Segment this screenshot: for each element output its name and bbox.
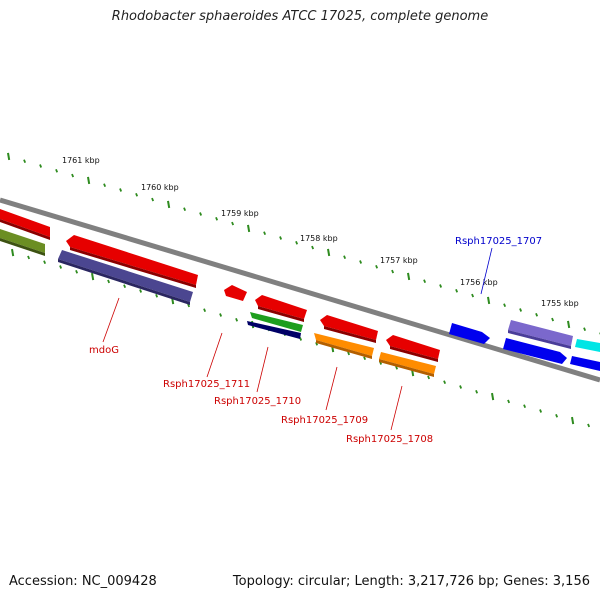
outer-tick	[408, 273, 409, 280]
gene-label-1707[interactable]: Rsph17025_1707	[455, 236, 542, 247]
inner-tick	[476, 390, 477, 393]
inner-tick	[156, 294, 157, 297]
outer-tick	[8, 153, 9, 160]
outer-tick	[296, 241, 297, 244]
outer-tick	[536, 313, 537, 316]
outer-tick	[88, 177, 89, 184]
outer-tick	[120, 189, 121, 192]
label-line-1711	[207, 333, 222, 377]
outer-tick	[184, 208, 185, 211]
label-line-1710	[257, 347, 268, 392]
inner-tick	[300, 338, 301, 341]
outer-tick	[56, 169, 57, 172]
outer-tick	[504, 304, 505, 307]
inner-tick	[108, 280, 109, 283]
tick-label-1755: 1755 kbp	[541, 299, 579, 308]
tick-label-1760: 1760 kbp	[141, 183, 179, 192]
footer-accession: Accession: NC_009428	[9, 574, 157, 589]
outer-tick	[40, 165, 41, 168]
outer-tick	[360, 261, 361, 264]
inner-tick	[508, 400, 509, 403]
outer-tick	[488, 297, 489, 304]
outer-tick	[328, 249, 329, 256]
gene-feature-1711[interactable]	[224, 285, 247, 301]
tick-label-1756: 1756 kbp	[460, 278, 498, 287]
inner-tick	[524, 405, 525, 408]
tick-label-1761: 1761 kbp	[62, 156, 100, 165]
outer-tick	[376, 265, 377, 268]
outer-tick	[104, 184, 105, 187]
inner-tick	[140, 290, 141, 293]
outer-tick	[568, 321, 569, 328]
outer-tick	[216, 217, 217, 220]
outer-tick	[248, 225, 249, 232]
outer-tick	[392, 270, 393, 273]
outer-tick	[152, 198, 153, 201]
outer-tick	[552, 318, 553, 321]
inner-tick	[124, 285, 125, 288]
tick-label-1758: 1758 kbp	[300, 234, 338, 243]
inner-tick	[12, 249, 13, 256]
tick-label-1757: 1757 kbp	[380, 256, 418, 265]
inner-tick	[44, 261, 45, 264]
outer-tick	[280, 237, 281, 240]
outer-tick	[424, 280, 425, 283]
genome-map: 1761 kbp 1760 kbp 1759 kbp 1758 kbp 1757…	[0, 0, 600, 600]
outer-tick	[312, 246, 313, 249]
outer-tick	[200, 213, 201, 216]
inner-tick	[428, 376, 429, 379]
inner-tick	[492, 393, 493, 400]
outer-tick	[168, 201, 169, 208]
outer-tick	[136, 193, 137, 196]
inner-tick	[540, 410, 541, 413]
gene-label-1710[interactable]: Rsph17025_1710	[214, 396, 301, 407]
inner-tick	[460, 386, 461, 389]
inner-tick	[28, 256, 29, 259]
footer-stats: Topology: circular; Length: 3,217,726 bp…	[233, 574, 590, 589]
inner-tick	[204, 309, 205, 312]
inner-tick	[92, 273, 93, 280]
inner-tick	[444, 381, 445, 384]
gene-label-1708[interactable]: Rsph17025_1708	[346, 434, 433, 445]
outer-tick	[344, 256, 345, 259]
outer-tick	[520, 309, 521, 312]
inner-tick	[76, 270, 77, 273]
outer-tick	[264, 232, 265, 235]
outer-tick	[440, 285, 441, 288]
outer-tick	[472, 294, 473, 297]
label-line-1709	[326, 367, 337, 410]
outer-tick	[24, 160, 25, 163]
label-line-1707	[481, 248, 492, 294]
gene-feature-right-cyan[interactable]	[575, 339, 600, 352]
inner-tick	[588, 424, 589, 427]
inner-tick	[364, 357, 365, 360]
label-line-mdoG	[103, 298, 119, 342]
outer-tick	[72, 174, 73, 177]
inner-tick	[572, 417, 573, 424]
inner-tick	[60, 266, 61, 269]
gene-label-1709[interactable]: Rsph17025_1709	[281, 415, 368, 426]
inner-tick	[236, 318, 237, 321]
gene-feature-right-blue-2[interactable]	[570, 356, 600, 371]
inner-tick	[556, 414, 557, 417]
outer-tick	[584, 328, 585, 331]
outer-tick	[232, 222, 233, 225]
gene-label-mdoG[interactable]: mdoG	[89, 345, 119, 356]
tick-label-1759: 1759 kbp	[221, 209, 259, 218]
label-line-1708	[391, 386, 402, 430]
outer-tick	[456, 289, 457, 292]
inner-tick	[220, 314, 221, 317]
gene-label-1711[interactable]: Rsph17025_1711	[163, 379, 250, 390]
